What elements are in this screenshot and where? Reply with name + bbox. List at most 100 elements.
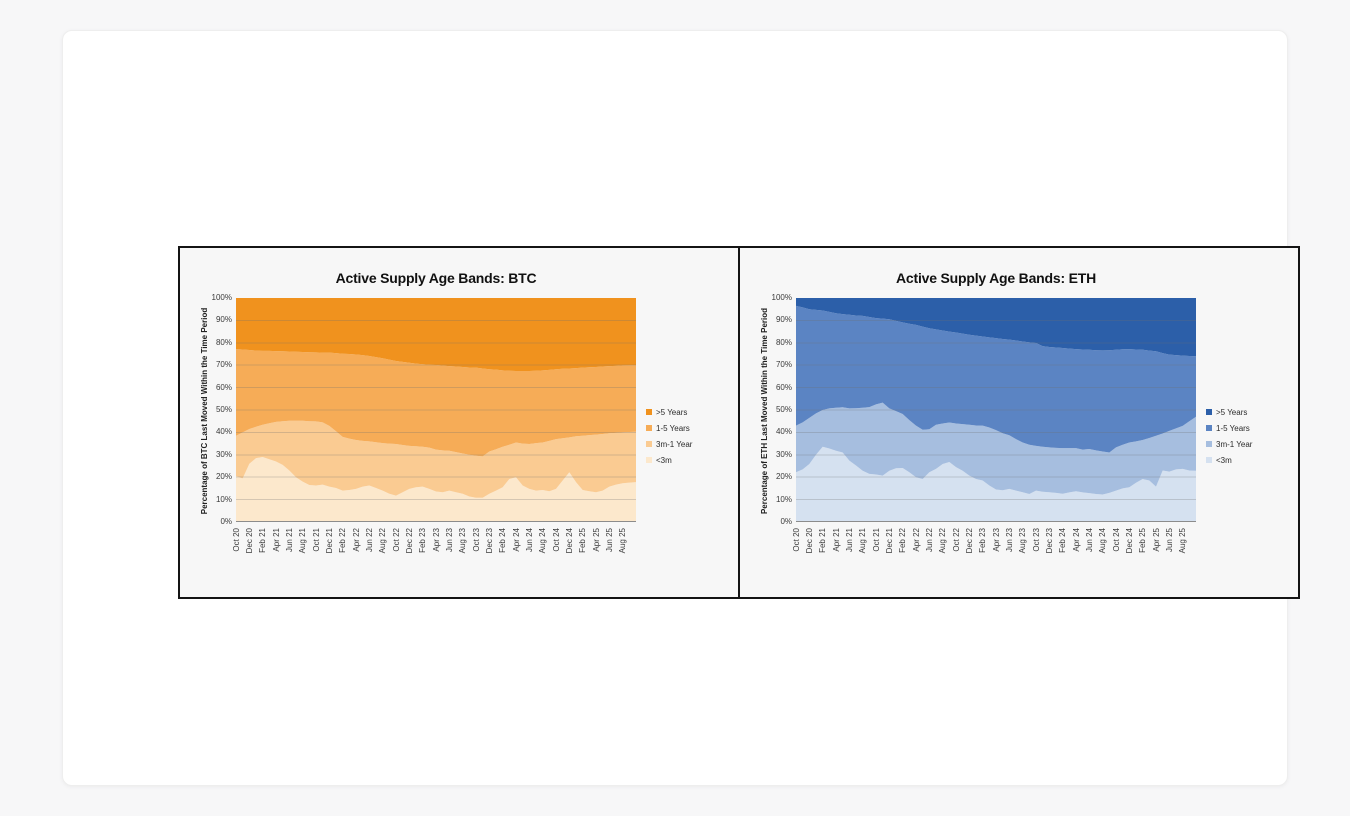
x-tick-label: Oct 21 [871,528,881,552]
y-tick-label: 40% [775,427,792,437]
y-tick-label: 70% [215,360,232,370]
y-tick-label: 100% [211,293,232,302]
x-tick-label: Aug 22 [378,528,388,554]
x-tick-label: Aug 21 [858,528,868,554]
y-tick-label: 10% [775,494,792,504]
legend-item: 3m-1 Year [646,436,692,452]
legend-swatch-icon [646,457,652,463]
legend-label: 1-5 Years [1216,423,1250,433]
content-card: Active Supply Age Bands: BTC Percentage … [62,30,1300,786]
y-tick-label: 20% [775,472,792,482]
legend-label: >5 Years [656,407,688,417]
y-tick-label: 30% [775,449,792,459]
area-band->5 Years [236,298,636,372]
legend-item: <3m [646,452,692,468]
x-tick-label: Apr 25 [591,528,601,552]
figure-frame: Active Supply Age Bands: BTC Percentage … [178,246,1300,599]
x-tick-label: Apr 24 [1071,528,1081,552]
y-tick-label: 70% [775,360,792,370]
chart-title: Active Supply Age Bands: ETH [895,270,1097,286]
x-tick-label: Oct 24 [551,528,561,552]
legend-item: >5 Years [646,404,692,420]
x-tick-label: Feb 25 [1138,528,1148,553]
x-tick-label: Dec 21 [884,528,894,554]
y-axis-tick-labels: 0% 10% 20% 30% 40% 50% 60% 70% 80% 90% 100% [740,248,792,597]
x-tick-label: Aug 23 [458,528,468,554]
x-tick-label: Dec 20 [804,528,814,554]
legend-swatch-icon [1206,425,1212,431]
x-tick-label: Dec 23 [484,528,494,554]
area-band-3m-1 Year [236,420,636,498]
area-band-<3m [796,446,1196,522]
x-tick-label: Apr 23 [991,528,1001,552]
y-tick-label: 50% [215,405,232,414]
x-tick-label: Feb 24 [498,528,508,553]
x-tick-label: Apr 23 [431,528,441,552]
x-tick-label: Jun 24 [1084,528,1094,553]
x-tick-label: Dec 23 [1044,528,1054,554]
legend-label: <3m [656,455,672,465]
legend-label: >5 Years [1216,407,1248,417]
legend-label: 3m-1 Year [656,439,693,449]
y-tick-label: 60% [215,382,232,392]
legend-label: 1-5 Years [656,423,690,433]
legend-swatch-icon [646,425,652,431]
x-tick-label: Feb 25 [578,528,588,553]
legend-swatch-icon [1206,457,1212,463]
plot-area [796,298,1196,522]
x-tick-label: Oct 20 [231,528,241,552]
area-band-1-5 Years [796,305,1196,453]
btc-chart-panel: Active Supply Age Bands: BTC Percentage … [180,248,738,597]
y-tick-label: 20% [215,472,232,482]
x-tick-label: Feb 23 [978,528,988,553]
legend-item: 3m-1 Year [1206,436,1252,452]
legend-item: >5 Years [1206,404,1252,420]
x-tick-label: Apr 21 [271,528,281,552]
y-tick-label: 80% [775,337,792,347]
y-tick-label: 90% [215,315,232,325]
x-tick-label: Oct 22 [951,528,961,552]
y-tick-label: 10% [215,494,232,504]
y-tick-label: 0% [220,517,232,526]
x-tick-label: Oct 22 [391,528,401,552]
y-tick-label: 90% [775,315,792,325]
chart-title: Active Supply Age Bands: BTC [335,270,537,286]
area-band->5 Years [796,298,1196,357]
legend: >5 Years 1-5 Years 3m-1 Year <3m [646,404,692,468]
x-tick-label: Oct 24 [1111,528,1121,552]
legend-swatch-icon [1206,409,1212,415]
y-tick-label: 60% [775,382,792,392]
x-tick-label: Jun 25 [1164,528,1174,553]
x-tick-label: Aug 25 [618,528,628,554]
x-tick-label: Aug 21 [298,528,308,554]
x-tick-label: Dec 24 [1124,528,1134,554]
legend-label: <3m [1216,455,1232,465]
legend-label: 3m-1 Year [1216,439,1253,449]
x-tick-label: Aug 24 [1098,528,1108,554]
legend-item: <3m [1206,452,1252,468]
x-tick-label: Jun 21 [844,528,854,553]
x-tick-label: Aug 22 [938,528,948,554]
x-tick-label: Apr 25 [1151,528,1161,552]
plot-area [236,298,636,522]
area-band-<3m [236,457,636,522]
x-tick-label: Feb 24 [1058,528,1068,553]
legend-swatch-icon [646,441,652,447]
x-tick-label: Dec 24 [564,528,574,554]
y-tick-label: 50% [775,405,792,414]
legend-item: 1-5 Years [646,420,692,436]
x-tick-label: Oct 23 [1031,528,1041,552]
x-tick-label: Feb 23 [418,528,428,553]
x-tick-label: Oct 23 [471,528,481,552]
legend-swatch-icon [646,409,652,415]
x-tick-label: Apr 22 [351,528,361,552]
x-tick-label: Jun 21 [284,528,294,553]
x-tick-label: Jun 23 [444,528,454,553]
x-tick-label: Aug 25 [1178,528,1188,554]
x-tick-label: Dec 22 [964,528,974,554]
x-tick-label: Feb 21 [818,528,828,553]
y-tick-label: 40% [215,427,232,437]
legend-swatch-icon [1206,441,1212,447]
x-tick-label: Apr 24 [511,528,521,552]
